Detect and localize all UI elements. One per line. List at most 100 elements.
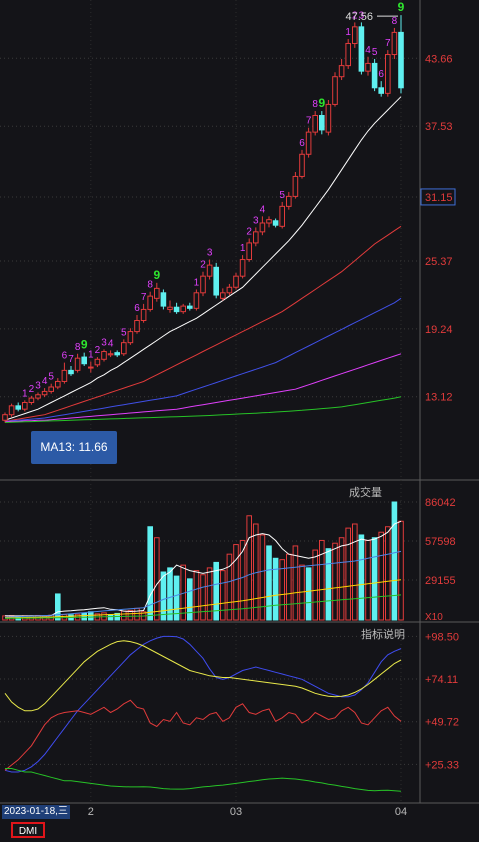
candle[interactable] bbox=[239, 255, 246, 279]
candle[interactable] bbox=[259, 216, 266, 236]
candle[interactable] bbox=[154, 282, 160, 302]
volume-bar[interactable] bbox=[81, 612, 88, 621]
volume-bar[interactable] bbox=[391, 501, 398, 621]
candle[interactable] bbox=[88, 361, 94, 373]
volume-bar[interactable] bbox=[134, 607, 140, 621]
volume-bar[interactable] bbox=[200, 574, 206, 621]
candle[interactable] bbox=[371, 58, 378, 92]
candle[interactable] bbox=[213, 262, 219, 299]
candle[interactable] bbox=[140, 303, 147, 323]
dmi-panel[interactable] bbox=[4, 635, 402, 792]
volume-bar[interactable] bbox=[279, 559, 285, 621]
volume-bar[interactable] bbox=[147, 526, 153, 621]
candle[interactable] bbox=[35, 392, 41, 401]
candle[interactable] bbox=[114, 350, 121, 358]
candle[interactable] bbox=[325, 99, 332, 136]
volume-bar[interactable] bbox=[193, 570, 200, 621]
candle[interactable] bbox=[127, 328, 134, 345]
candle[interactable] bbox=[226, 283, 233, 296]
candle[interactable] bbox=[2, 412, 8, 423]
candle[interactable] bbox=[332, 72, 338, 107]
candle[interactable] bbox=[312, 111, 318, 136]
candle[interactable] bbox=[272, 218, 279, 228]
volume-bar[interactable] bbox=[213, 561, 219, 621]
candle[interactable] bbox=[180, 303, 186, 314]
candle[interactable] bbox=[233, 272, 239, 290]
candle[interactable] bbox=[68, 365, 74, 376]
candle[interactable] bbox=[193, 289, 200, 311]
volume-bar[interactable] bbox=[345, 527, 351, 621]
volume-bar[interactable] bbox=[259, 534, 266, 621]
candle[interactable] bbox=[279, 201, 285, 229]
candle[interactable] bbox=[41, 388, 48, 397]
volume-bar[interactable] bbox=[312, 549, 318, 621]
candle[interactable] bbox=[94, 357, 101, 368]
volume-bar[interactable] bbox=[121, 610, 127, 621]
dmi-indicator-tab[interactable]: DMI bbox=[11, 822, 45, 838]
candle[interactable] bbox=[200, 271, 206, 297]
candle[interactable] bbox=[220, 288, 226, 301]
volume-bar[interactable] bbox=[167, 567, 173, 621]
candle[interactable] bbox=[286, 191, 292, 210]
volume-bar[interactable] bbox=[55, 593, 61, 621]
volume-bar[interactable] bbox=[292, 545, 299, 621]
candle[interactable] bbox=[107, 350, 114, 358]
candle[interactable] bbox=[246, 238, 252, 262]
volume-bar[interactable] bbox=[239, 539, 246, 621]
candle[interactable] bbox=[253, 227, 259, 247]
candle[interactable] bbox=[48, 383, 55, 394]
candle[interactable] bbox=[338, 58, 345, 81]
indicator-help-label[interactable]: 指标说明 bbox=[361, 629, 405, 641]
candle[interactable] bbox=[167, 300, 173, 313]
volume-bar[interactable] bbox=[127, 609, 134, 621]
candle[interactable] bbox=[352, 22, 358, 48]
volume-bar[interactable] bbox=[286, 553, 292, 621]
volume-bar[interactable] bbox=[160, 571, 167, 621]
candle[interactable] bbox=[299, 149, 305, 179]
candle[interactable] bbox=[206, 259, 213, 280]
volume-bar[interactable] bbox=[220, 570, 226, 621]
volume-bar[interactable] bbox=[226, 553, 233, 621]
volume-bar[interactable] bbox=[246, 515, 252, 621]
candle[interactable] bbox=[134, 314, 140, 334]
candle[interactable] bbox=[8, 403, 15, 417]
candle[interactable] bbox=[121, 339, 127, 356]
volume-bar[interactable] bbox=[233, 544, 239, 621]
volume-bar[interactable] bbox=[352, 523, 358, 621]
volume-bar[interactable] bbox=[173, 575, 180, 621]
candle[interactable] bbox=[305, 127, 312, 158]
candle[interactable] bbox=[345, 39, 351, 69]
volume-bar[interactable] bbox=[371, 537, 378, 621]
volume-bar[interactable] bbox=[378, 531, 384, 621]
candle[interactable] bbox=[319, 111, 325, 135]
volume-bar[interactable] bbox=[398, 520, 404, 621]
candle[interactable] bbox=[55, 378, 61, 390]
candle[interactable] bbox=[74, 353, 81, 373]
volume-bar[interactable] bbox=[206, 567, 213, 621]
candle[interactable] bbox=[292, 172, 299, 199]
candle[interactable] bbox=[101, 349, 107, 362]
candle[interactable] bbox=[266, 216, 272, 228]
candle[interactable] bbox=[391, 27, 398, 59]
candle[interactable] bbox=[378, 81, 384, 97]
candle[interactable] bbox=[15, 402, 21, 412]
volume-bar[interactable] bbox=[325, 548, 332, 621]
volume-bar[interactable] bbox=[266, 545, 272, 621]
volume-bar[interactable] bbox=[154, 537, 160, 621]
volume-bar[interactable] bbox=[305, 567, 312, 621]
candle[interactable] bbox=[160, 289, 167, 310]
candle[interactable] bbox=[187, 302, 193, 311]
volume-bar[interactable] bbox=[365, 539, 371, 621]
volume-bar[interactable] bbox=[358, 534, 365, 621]
candle[interactable] bbox=[398, 15, 404, 94]
candle[interactable] bbox=[385, 50, 391, 97]
candle[interactable] bbox=[358, 22, 365, 75]
candle[interactable] bbox=[81, 352, 88, 366]
volume-bar[interactable] bbox=[319, 539, 325, 621]
candle[interactable] bbox=[22, 400, 28, 412]
volume-bar[interactable] bbox=[332, 542, 338, 621]
volume-bar[interactable] bbox=[107, 614, 114, 621]
volume-panel[interactable] bbox=[2, 501, 404, 621]
